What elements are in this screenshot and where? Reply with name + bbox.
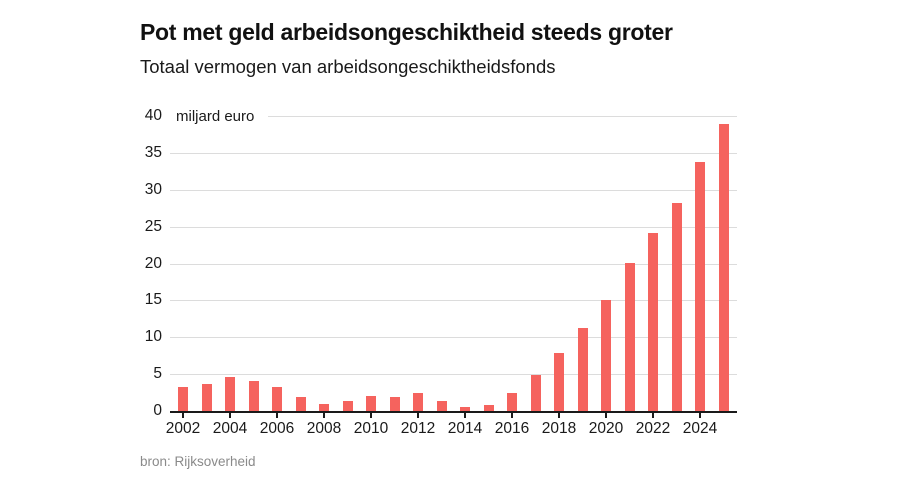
bar-2020 (601, 300, 611, 411)
gridline-30 (170, 190, 737, 191)
bar-2021 (625, 263, 635, 411)
x-tick-label-2012: 2012 (400, 420, 436, 437)
gridline-25 (170, 227, 737, 228)
y-tick-label-35: 35 (144, 144, 162, 161)
bar-2022 (648, 233, 658, 411)
bar-2010 (366, 396, 376, 411)
bar-2024 (695, 162, 705, 411)
x-tick-label-2010: 2010 (353, 420, 389, 437)
gridline-35 (170, 153, 737, 154)
bar-2005 (249, 381, 259, 411)
x-tick-2010 (370, 413, 372, 418)
x-tick-2018 (558, 413, 560, 418)
x-tick-label-2020: 2020 (588, 420, 624, 437)
chart-title: Pot met geld arbeidsongeschiktheid steed… (140, 19, 673, 45)
x-tick-label-2016: 2016 (494, 420, 530, 437)
bar-2014 (460, 407, 470, 411)
x-tick-label-2006: 2006 (259, 420, 295, 437)
y-tick-label-15: 15 (144, 291, 162, 308)
x-tick-2004 (229, 413, 231, 418)
bar-2011 (390, 397, 400, 411)
bar-2007 (296, 397, 306, 411)
bar-2015 (484, 405, 494, 411)
y-tick-label-40: 40 (144, 107, 162, 124)
bar-2006 (272, 387, 282, 411)
x-tick-label-2002: 2002 (165, 420, 201, 437)
y-tick-label-30: 30 (144, 181, 162, 198)
bar-2019 (578, 328, 588, 411)
bar-2017 (531, 375, 541, 411)
gridline-40 (268, 116, 737, 117)
x-tick-label-2004: 2004 (212, 420, 248, 437)
bar-2003 (202, 384, 212, 411)
bar-2008 (319, 404, 329, 411)
bar-2002 (178, 387, 188, 411)
chart-subtitle: Totaal vermogen van arbeidsongeschikthei… (140, 56, 556, 77)
gridline-15 (170, 300, 737, 301)
y-tick-label-20: 20 (144, 255, 162, 272)
x-tick-2020 (605, 413, 607, 418)
x-tick-label-2018: 2018 (541, 420, 577, 437)
bar-2013 (437, 401, 447, 411)
y-tick-label-10: 10 (144, 328, 162, 345)
y-tick-label-25: 25 (144, 218, 162, 235)
source-note: bron: Rijksoverheid (140, 454, 256, 469)
x-tick-2016 (511, 413, 513, 418)
gridline-10 (170, 337, 737, 338)
x-tick-2006 (276, 413, 278, 418)
y-tick-label-0: 0 (153, 402, 162, 419)
bar-2018 (554, 353, 564, 411)
gridline-20 (170, 264, 737, 265)
y-axis-unit-label: miljard euro (176, 108, 255, 125)
bar-2016 (507, 393, 517, 411)
bar-2023 (672, 203, 682, 411)
x-tick-label-2008: 2008 (306, 420, 342, 437)
x-tick-2012 (417, 413, 419, 418)
bar-2025 (719, 124, 729, 411)
x-tick-label-2024: 2024 (682, 420, 718, 437)
gridline-5 (170, 374, 737, 375)
bar-2004 (225, 377, 235, 411)
bar-2009 (343, 401, 353, 411)
bar-2012 (413, 393, 423, 411)
x-tick-2014 (464, 413, 466, 418)
x-tick-2008 (323, 413, 325, 418)
x-tick-label-2014: 2014 (447, 420, 483, 437)
x-tick-2022 (652, 413, 654, 418)
x-tick-2024 (699, 413, 701, 418)
y-tick-label-5: 5 (153, 365, 162, 382)
x-axis-line (170, 411, 737, 413)
x-tick-2002 (182, 413, 184, 418)
x-tick-label-2022: 2022 (635, 420, 671, 437)
